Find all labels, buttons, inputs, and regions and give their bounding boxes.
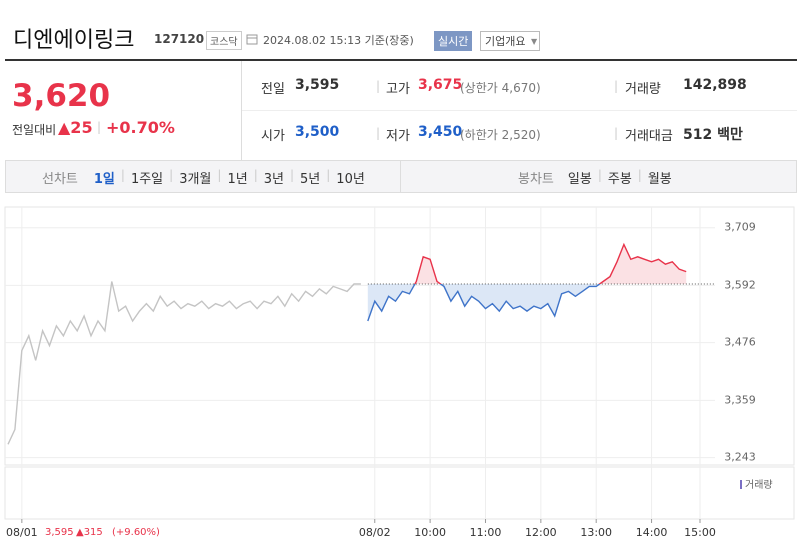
x-tick-label: 08/02 — [359, 526, 391, 539]
change-pct: +0.70% — [106, 118, 175, 137]
legend-swatch — [740, 480, 742, 489]
x-tick-label: 15:00 — [684, 526, 716, 539]
field-value: 142,898 — [683, 77, 747, 93]
x-tick-label: 12:00 — [525, 526, 557, 539]
realtime-button[interactable]: 실시간 — [434, 31, 473, 51]
tab[interactable]: 일봉 — [567, 172, 592, 187]
separator: | — [376, 126, 381, 140]
field-label: 고가 — [386, 82, 410, 97]
x-tick-label: 13:00 — [580, 526, 612, 539]
field-value: 3,500 — [295, 124, 340, 140]
separator: | — [614, 126, 619, 140]
x-tick-label: 08/01 — [6, 526, 38, 539]
separator: | — [376, 79, 381, 93]
tab[interactable]: 3년 — [263, 172, 284, 187]
tab[interactable]: 주봉 — [607, 172, 632, 187]
separator: | — [597, 168, 602, 182]
company-button[interactable]: 기업개요 — [480, 31, 541, 51]
timestamp: 2024.08.02 15:13 기준(장중) — [263, 34, 414, 47]
calendar-icon — [246, 34, 258, 45]
divider — [241, 61, 242, 160]
line — [414, 242, 687, 284]
area-fill — [367, 283, 600, 321]
footer-close: 3,595 — [45, 527, 74, 538]
separator: | — [614, 79, 619, 93]
tab[interactable]: 1일 — [93, 172, 115, 187]
volume-frame — [4, 466, 795, 520]
tab[interactable]: 1년 — [227, 172, 248, 187]
stock-code: 127120 — [154, 32, 205, 46]
market-badge: 코스닥 — [206, 31, 242, 50]
price: 3,620 — [12, 78, 111, 114]
divider — [400, 161, 401, 192]
separator: | — [289, 168, 295, 182]
x-tick-label: 14:00 — [636, 526, 668, 539]
tab[interactable]: 3개월 — [179, 172, 212, 187]
field-label: 거래량 — [625, 82, 661, 97]
field-value: 512 백만 — [683, 127, 743, 143]
divider — [242, 110, 797, 111]
x-tick-label: 10:00 — [414, 526, 446, 539]
y-tick-label: 3,709 — [724, 221, 756, 234]
y-tick-label: 3,476 — [724, 336, 756, 349]
field-value: 3,675 — [418, 77, 463, 93]
field-value: 3,595 — [295, 77, 340, 93]
tab[interactable]: 10년 — [336, 172, 365, 187]
separator: | — [326, 168, 331, 182]
field-label: 전일 — [261, 82, 285, 97]
line — [7, 281, 361, 445]
tab[interactable]: 월봉 — [647, 172, 672, 187]
separator: | — [120, 168, 125, 182]
y-tick-label: 3,359 — [724, 393, 756, 406]
chart: 거래량 3,595 ▲315 (+9.60%) 3,243 3,359 3,476 3… — [4, 206, 795, 539]
x-tick-label: 11:00 — [470, 526, 502, 539]
field-label: 저가 — [386, 129, 410, 144]
tab[interactable]: 1주일 — [130, 172, 164, 187]
separator: | — [97, 120, 102, 134]
footer-change-pct: (+9.60%) — [112, 527, 160, 538]
tab[interactable]: 5년 — [300, 172, 321, 187]
field-label: 거래대금 — [625, 129, 673, 144]
separator: | — [217, 168, 222, 182]
separator: | — [637, 168, 642, 182]
tab-group-label: 선차트 — [42, 172, 78, 187]
change-label: 전일대비 — [12, 123, 57, 137]
separator: | — [253, 168, 258, 182]
y-tick-label: 3,592 — [724, 278, 756, 291]
tab-bar — [5, 160, 797, 193]
dropdown-arrow: ▼ — [531, 37, 538, 46]
field-note: (하한가 2,520) — [460, 128, 541, 142]
separator: | — [169, 168, 174, 182]
line-tabs: 선차트 1일 | 1주일 | 3개월 | 1년 | 3년 | 5년 | 10년 — [42, 168, 365, 187]
tab-group-label: 봉차트 — [518, 172, 554, 187]
y-tick-label: 3,243 — [724, 451, 756, 464]
footer-change: ▲315 — [76, 527, 103, 538]
stock-name: 디엔에이링크 — [13, 28, 135, 53]
field-note: (상한가 4,670) — [460, 81, 541, 95]
line — [367, 283, 601, 322]
field-label: 시가 — [261, 129, 285, 144]
plot-frame — [4, 206, 795, 466]
volume-label: 거래량 — [745, 479, 773, 491]
field-value: 3,450 — [418, 124, 463, 140]
change: ▲25 — [58, 118, 93, 137]
candle-tabs: 봉차트 일봉 | 주봉 | 월봉 — [518, 168, 672, 187]
